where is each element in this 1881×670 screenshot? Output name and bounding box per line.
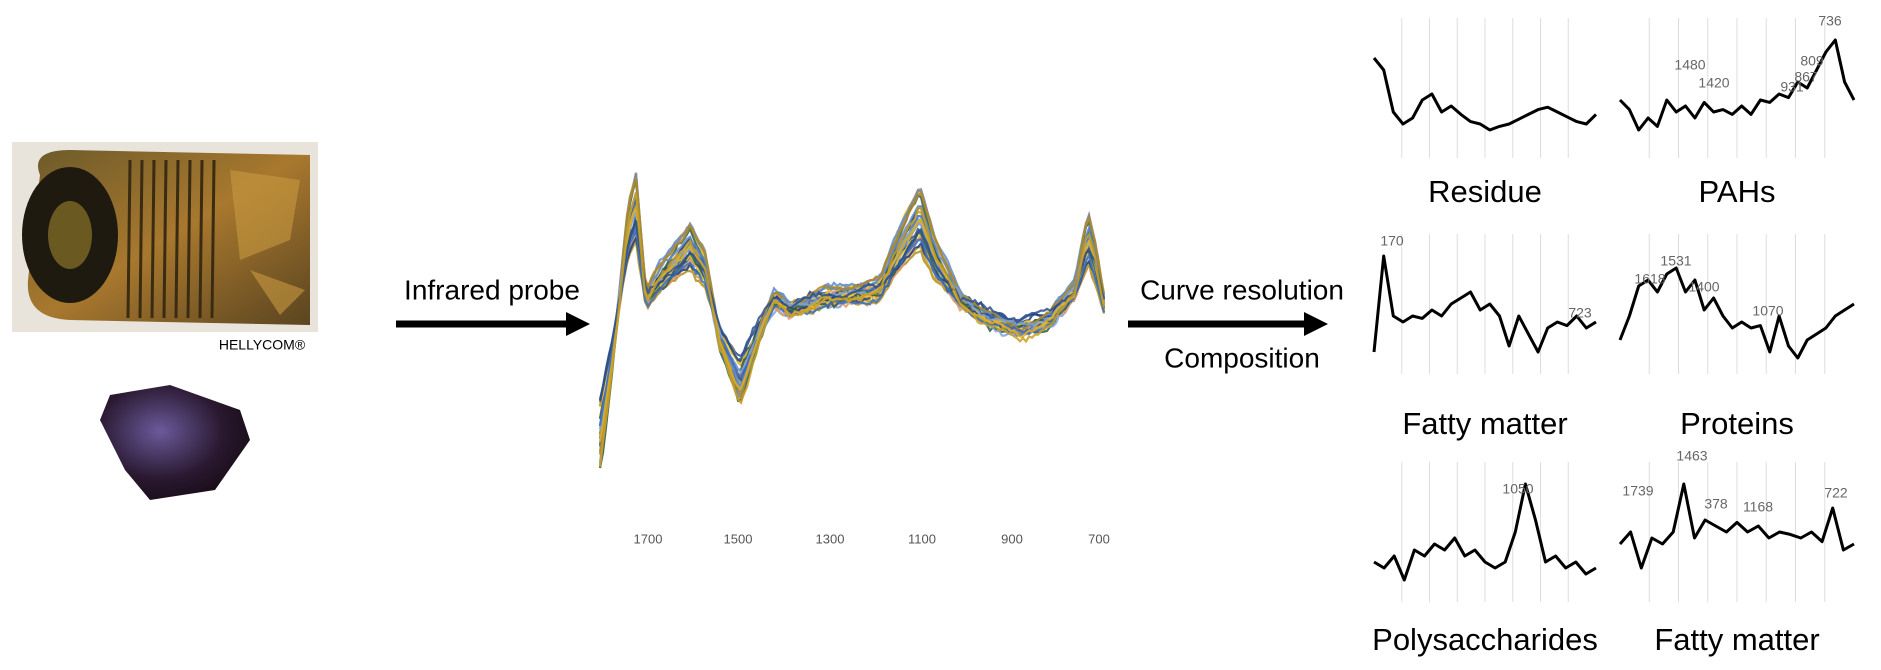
step-label: Infrared probe (404, 274, 580, 305)
component-curve (1618, 482, 1855, 570)
peak-label: 723 (1568, 305, 1592, 321)
step-label: Composition (1164, 342, 1320, 373)
spectra: 1700 1500 1300 1100 900 700 (598, 172, 1110, 546)
peak-label: 867 (1794, 69, 1818, 85)
arrow (1128, 312, 1328, 336)
component-label: Fatty matter (1402, 406, 1567, 441)
peak-label: 722 (1824, 485, 1848, 501)
component-label: Residue (1428, 174, 1542, 209)
component-label: PAHs (1699, 174, 1776, 209)
peak-label: 1480 (1674, 57, 1705, 73)
peak-label: 1070 (1752, 303, 1783, 319)
component-curve (1618, 38, 1856, 132)
peak-label: 1168 (1743, 499, 1773, 515)
spectrum-curve (598, 219, 1106, 420)
spectrum-curve (598, 173, 1106, 464)
peak-label: 1050 (1502, 481, 1533, 497)
resin-photo (100, 385, 250, 500)
x-tick-label: 900 (1001, 531, 1023, 546)
component-label: Polysaccharides (1372, 622, 1598, 657)
x-tick-label: 1100 (908, 531, 936, 546)
peak-label: 1618 (1634, 271, 1665, 287)
peak-label: 736 (1818, 13, 1842, 29)
component-label: Fatty matter (1654, 622, 1819, 657)
arrow (396, 312, 590, 336)
peak-label: 378 (1704, 496, 1728, 512)
peak-label: 1463 (1676, 448, 1707, 464)
step-label: Curve resolution (1140, 274, 1344, 305)
spectrum-curve (598, 192, 1106, 467)
sample-caption: HELLYCOM® (219, 337, 306, 353)
peak-label: 809 (1800, 53, 1824, 69)
x-tick-label: 1500 (724, 531, 753, 546)
sample-photo (12, 142, 318, 332)
peak-label: 1739 (1622, 483, 1653, 499)
peak-label: 1400 (1688, 279, 1719, 295)
peak-label: 1531 (1660, 253, 1691, 269)
spectrum-curve (598, 226, 1106, 426)
peak-label: 1420 (1698, 75, 1729, 91)
spectrum-curve (598, 210, 1106, 430)
component-curve (1618, 266, 1855, 360)
spectrum-curve (598, 220, 1106, 403)
peak-label: 931 (1780, 79, 1804, 95)
x-tick-label: 1700 (634, 531, 663, 546)
spectrum-curve (598, 179, 1106, 455)
component-curve (1372, 57, 1598, 132)
component-curve (1372, 254, 1597, 354)
peak-label: 170 (1380, 233, 1404, 249)
component-curve (1373, 482, 1597, 582)
component-label: Proteins (1680, 406, 1794, 441)
x-tick-label: 1300 (816, 531, 845, 546)
x-tick-label: 700 (1088, 531, 1110, 546)
